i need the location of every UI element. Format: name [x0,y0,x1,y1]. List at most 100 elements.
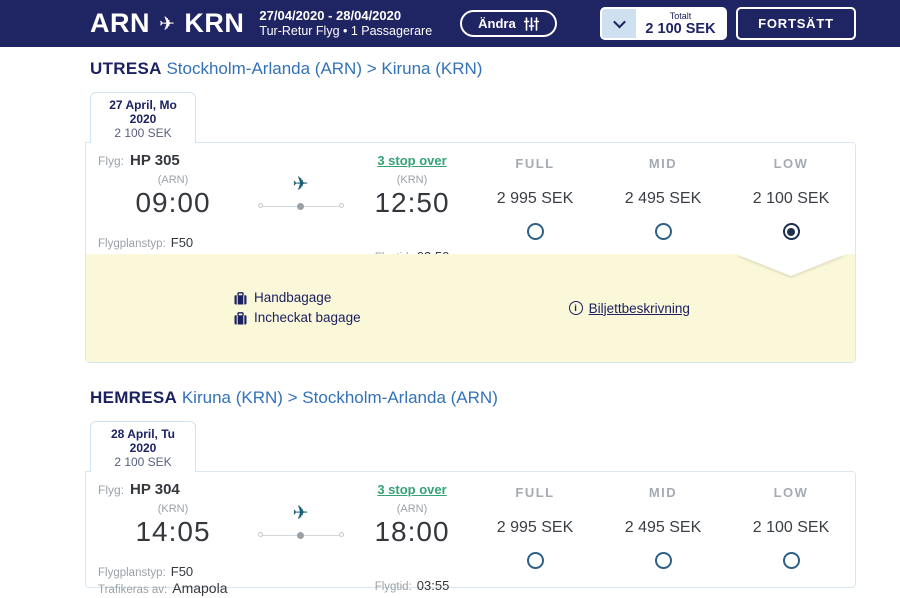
arrival-code: (KRN) [396,174,428,186]
total-expand-toggle[interactable] [602,9,636,38]
stop-dot [296,532,304,539]
aircraft-label: Flygplanstyp: [98,567,166,579]
fare-column-full: FULL 2 995 SEK [471,156,599,254]
total-value: 2 100 SEK [645,21,716,37]
stop-dot [296,203,304,210]
change-search-button[interactable]: Ändra [460,10,557,37]
plane-icon: ✈ [159,14,176,35]
total-price-dropdown[interactable]: Totalt 2 100 SEK [600,7,727,40]
return-fare-options: FULL 2 995 SEK MID 2 495 SEK LOW 2 100 S… [471,472,855,587]
fare-column-low: LOW 2 100 SEK [727,156,855,254]
return-title: HEMRESA [90,388,178,407]
tab-price: 2 100 SEK [114,126,172,140]
flight-number: HP 304 [130,481,180,498]
arrival-time: 12:50 [374,187,450,218]
arrival-block: (KRN) 12:50 [353,174,471,226]
route-title: ARN ✈ KRN [90,8,244,39]
trip-dates: 27/04/2020 - 28/04/2020 [259,7,402,23]
arrival-block: (ARN) 18:00 [353,503,471,555]
fare-radio-mid[interactable] [654,223,672,240]
departure-block: (ARN) 09:00 [98,174,248,226]
baggage-item: Handbagage [234,288,361,308]
fare-class-label: FULL [515,156,555,171]
fare-column-low: LOW 2 100 SEK [727,485,855,587]
duration-label: Flygtid: [374,581,412,593]
outbound-flight-info: Flyg: HP 305 3 stop over (ARN) 09:00 ✈ [86,143,471,267]
fare-radio-full[interactable] [526,223,544,240]
departure-block: (KRN) 14:05 [98,503,248,555]
fare-class-label: MID [648,485,678,500]
chevron-down-icon [612,15,626,29]
flight-number-line: Flyg: HP 305 [98,152,353,174]
route-timeline [257,203,344,210]
flight-number: HP 305 [130,152,180,169]
continue-button[interactable]: FORTSÄTT [736,7,856,40]
fare-column-mid: MID 2 495 SEK [599,485,727,587]
outbound-heading: UTRESA Stockholm-Arlanda (ARN) > Kiruna … [85,59,856,79]
return-date-tab[interactable]: 28 April, Tu 2020 2 100 SEK [90,421,196,472]
suitcase-icon [234,311,247,324]
aircraft-info: Flygplanstyp: F50 Trafikeras av: Amapola [98,555,353,598]
tab-price: 2 100 SEK [114,455,172,469]
sliders-icon [523,16,539,31]
departure-time: 14:05 [135,516,211,547]
fare-class-label: LOW [773,156,809,171]
fare-price: 2 995 SEK [496,190,574,207]
duration-value: 03:55 [416,578,450,593]
stopover-link[interactable]: 3 stop over [377,153,447,168]
arrival-code: (ARN) [396,503,428,515]
fare-price: 2 100 SEK [752,190,830,207]
route-from: ARN [90,8,150,38]
origin-dot [257,203,263,208]
fare-details-panel: Handbagage Incheckat bagage i B [86,254,855,362]
info-icon: i [568,301,583,315]
tab-year: 2020 [129,112,157,126]
return-flight-info: Flyg: HP 304 3 stop over (KRN) 14:05 ✈ [86,472,471,596]
tab-date: 27 April, Mo [109,98,177,112]
return-route: Kiruna (KRN) > Stockholm-Arlanda (ARN) [181,388,498,407]
departure-code: (KRN) [157,503,189,515]
ticket-description-link[interactable]: Biljettbeskrivning [588,300,690,316]
fare-radio-full[interactable] [526,552,544,569]
tab-year: 2020 [129,441,157,455]
destination-dot [338,532,344,537]
baggage-list: Handbagage Incheckat bagage [234,288,361,328]
total-label: Totalt [669,11,692,21]
departure-time: 09:00 [135,187,211,218]
aircraft-label: Flygplanstyp: [98,238,166,250]
baggage-label: Handbagage [254,290,332,305]
destination-dot [338,203,344,208]
outbound-flight-card: Flyg: HP 305 3 stop over (ARN) 09:00 ✈ [85,142,856,363]
baggage-item: Incheckat bagage [234,308,361,328]
return-heading: HEMRESA Kiruna (KRN) > Stockholm-Arlanda… [85,388,856,408]
duration-info: Flygtid: 03:55 [353,555,471,598]
outbound-title: UTRESA [90,59,162,78]
fare-column-full: FULL 2 995 SEK [471,485,599,587]
tab-date: 28 April, Tu [110,427,175,441]
fare-price: 2 100 SEK [752,519,830,536]
route-to: KRN [184,8,245,38]
outbound-date-tab[interactable]: 27 April, Mo 2020 2 100 SEK [90,92,196,143]
fare-radio-mid[interactable] [654,552,672,569]
fare-radio-low[interactable] [782,223,800,240]
route-timeline [257,532,344,539]
aircraft-type: F50 [170,564,194,579]
fare-class-label: LOW [773,485,809,500]
flight-path: ✈ [248,503,353,555]
plane-icon: ✈ [292,503,309,524]
operator-name: Amapola [172,580,228,596]
flight-number-line: Flyg: HP 304 [98,481,353,503]
total-price: Totalt 2 100 SEK [636,9,725,38]
flight-label: Flyg: [98,483,125,497]
top-bar: ARN ✈ KRN 27/04/2020 - 28/04/2020 Tur-Re… [0,0,900,47]
return-section: HEMRESA Kiruna (KRN) > Stockholm-Arlanda… [85,388,856,596]
outbound-section: UTRESA Stockholm-Arlanda (ARN) > Kiruna … [85,59,856,363]
trip-type-passengers: Tur-Retur Flyg • 1 Passagerare [259,23,433,38]
trip-summary: 27/04/2020 - 28/04/2020 Tur-Retur Flyg •… [259,8,432,40]
fare-radio-low[interactable] [782,552,800,569]
fare-class-label: MID [648,156,678,171]
flight-path: ✈ [248,174,353,226]
stopover-link[interactable]: 3 stop over [377,482,447,497]
operator-label: Trafikeras av: [98,584,168,596]
flight-label: Flyg: [98,154,125,168]
